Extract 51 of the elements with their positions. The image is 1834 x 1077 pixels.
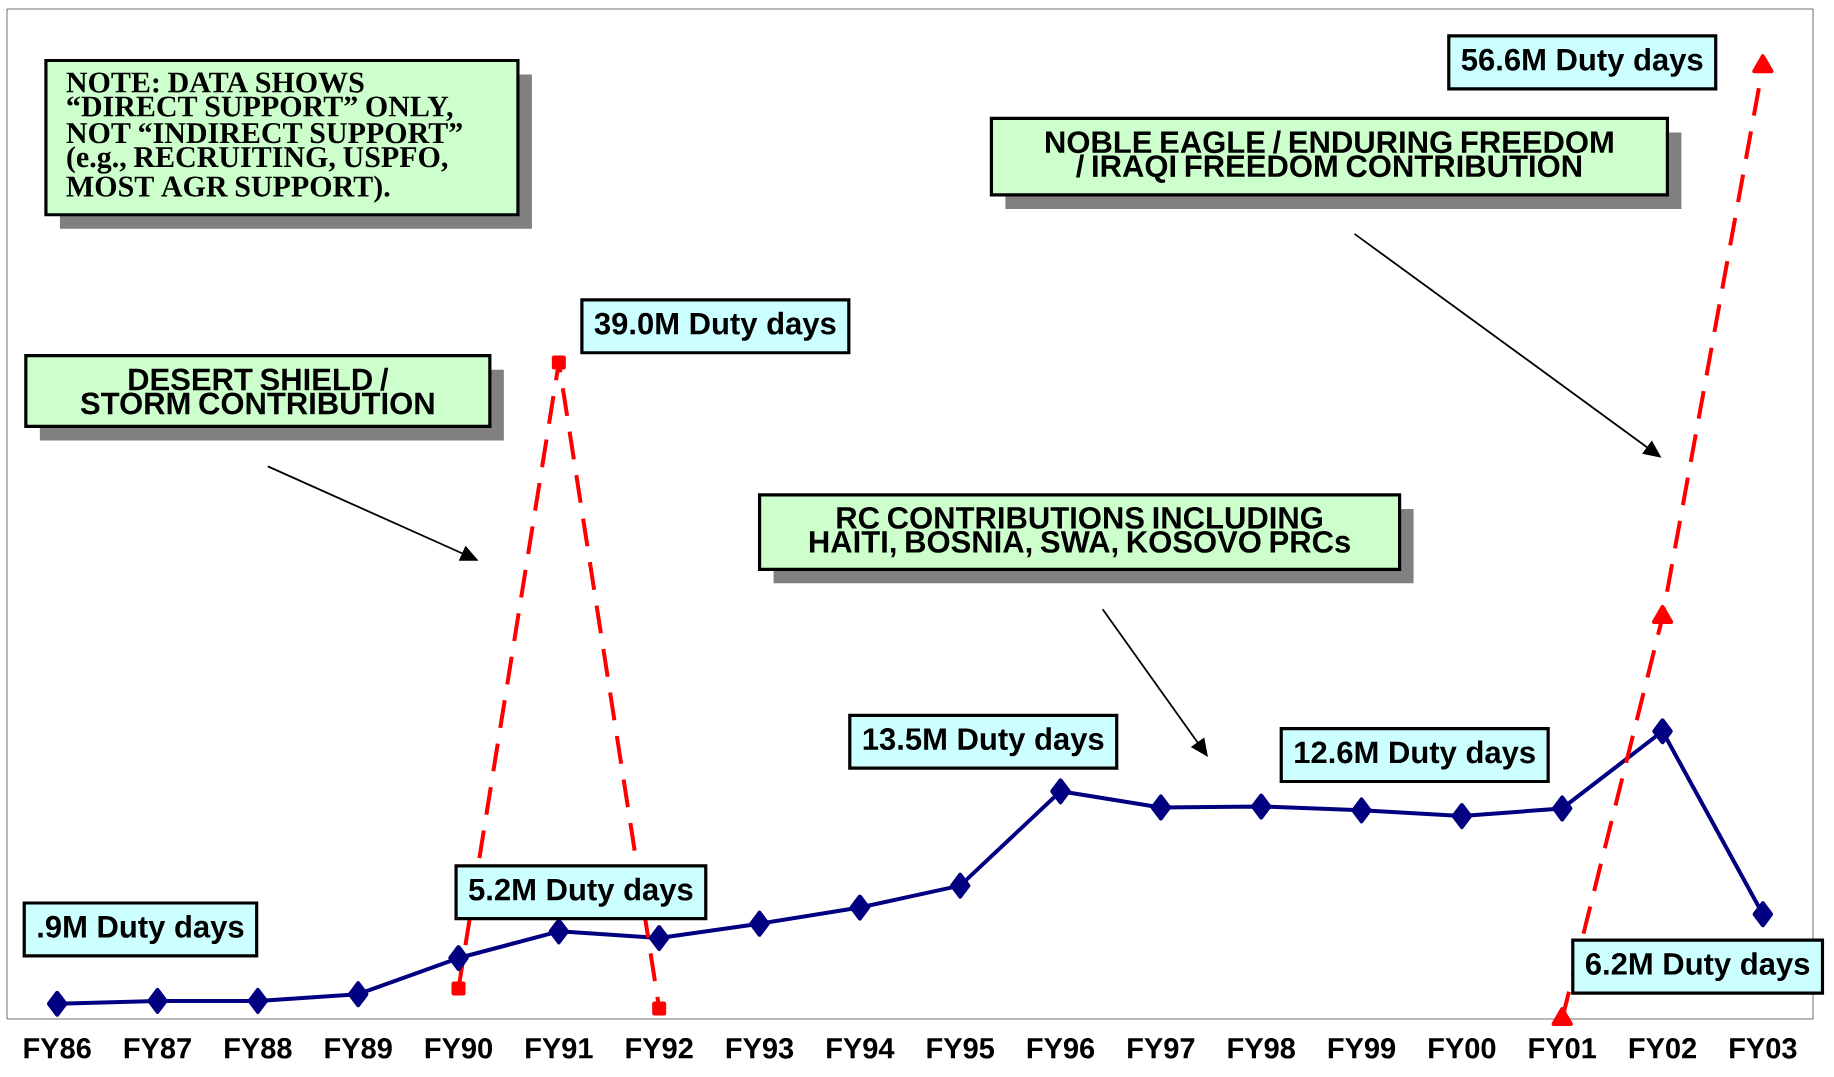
point [347,981,369,1008]
point [749,910,770,937]
point [849,894,871,921]
x-tick-label: FY86 [24,1038,91,1059]
point [1050,778,1071,805]
annotation: NOTE: DATA SHOWS “DIRECT SUPPORT” ONLY, NOT “INDIRECT SUPPORT” (e.g., RECRUITING, USPFO, MOST AGR SUPPORT). [66,72,462,203]
annotation: RC CONTRIBUTIONS INCLUDING HAITI, BOSNIA, SWA, KOSOVO PRCs [809,506,1350,558]
point [652,1001,667,1016]
annotation: 12.6M Duty days [1295,740,1535,770]
x-tick-label: FY03 [1730,1038,1797,1059]
x-tick-label: FY99 [1328,1038,1396,1059]
point [1752,54,1774,74]
annotation: NOBLE EAGLE / ENDURING FREEDOM / IRAQI FREEDOM CONTRIBUTION [1046,130,1613,183]
x-tick-label: FY97 [1128,1038,1195,1059]
x-tick-label: FY92 [626,1038,693,1059]
annotation: 39.0M Duty days [594,311,836,341]
point [1551,795,1573,822]
point [548,918,570,945]
x-tick-label: FY87 [124,1038,191,1059]
point [648,925,670,952]
point [1752,901,1774,928]
point [551,355,566,370]
point [448,945,469,972]
point [1250,793,1272,820]
annotation: 13.5M Duty days [863,727,1104,757]
x-tick-label: FY91 [526,1038,593,1059]
point [147,987,168,1014]
annotation: 6.2M Duty days [1585,952,1810,982]
x-tick-label: FY95 [927,1038,995,1059]
point [949,872,971,899]
x-tick-label: FY02 [1629,1038,1697,1059]
x-tick-label: FY93 [726,1038,794,1059]
x-tick-label: FY96 [1027,1038,1095,1059]
point [1451,803,1473,830]
annotation: .9M Duty days [38,914,244,944]
x-tick-label: FY90 [425,1038,492,1059]
point [451,981,466,996]
point [1150,794,1172,821]
x-tick-label: FY01 [1529,1038,1597,1059]
x-tick-label: FY88 [225,1038,292,1059]
x-tick-label: FY00 [1429,1038,1496,1059]
x-tick-label: FY94 [827,1038,895,1059]
point [1652,718,1673,745]
annotation: DESERT SHIELD / STORM CONTRIBUTION [80,367,434,415]
x-tick-label: FY98 [1228,1038,1295,1059]
point [46,990,68,1017]
point [247,987,269,1014]
point [1351,797,1372,824]
annotation: 56.6M Duty days [1461,47,1703,77]
annotation: 5.2M Duty days [469,877,693,907]
x-tick-label: FY89 [325,1038,392,1059]
